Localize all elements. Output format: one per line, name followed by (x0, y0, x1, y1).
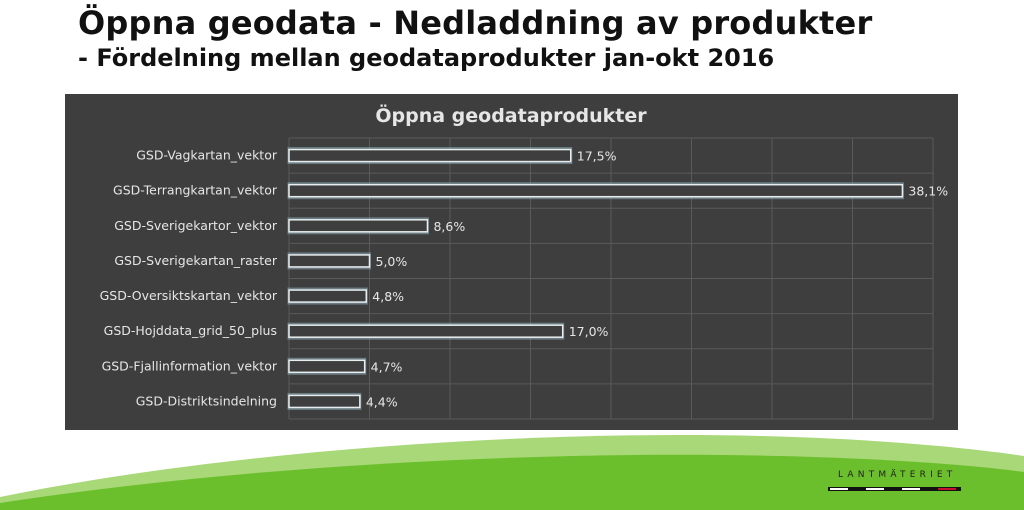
slide-title: Öppna geodata - Nedladdning av produkter (78, 4, 873, 42)
bar (288, 183, 904, 198)
lantmateriet-logo: LANTMÄTERIET (828, 470, 963, 498)
bar (288, 254, 371, 268)
data-label: 5,0% (376, 254, 408, 269)
logo-ruler (828, 487, 961, 491)
chart-title: Öppna geodataprodukter (375, 103, 647, 127)
data-label: 4,8% (372, 289, 404, 304)
bar (288, 394, 361, 409)
data-label: 17,5% (577, 149, 617, 164)
category-label: GSD-Distriktsindelning (136, 393, 277, 408)
bar (288, 219, 429, 233)
bar (288, 289, 368, 303)
data-label: 4,7% (371, 359, 403, 374)
category-label: GSD-Terrangkartan_vektor (113, 183, 278, 198)
bar (288, 148, 572, 163)
category-label: GSD-Hojddata_grid_50_plus (104, 323, 277, 338)
bar-chart: Öppna geodataprodukter GSD-Vagkartan_vek… (100, 103, 948, 420)
category-label: GSD-Sverigekartan_raster (114, 253, 277, 268)
bar (288, 324, 564, 338)
category-label: GSD-Oversiktskartan_vektor (100, 288, 278, 303)
data-label: 8,6% (433, 219, 465, 234)
data-label: 38,1% (908, 184, 948, 199)
data-label: 4,4% (366, 394, 398, 409)
data-label: 17,0% (569, 324, 609, 339)
logo-text: LANTMÄTERIET (838, 470, 957, 480)
dark-wave (0, 454, 1024, 510)
category-label: GSD-Vagkartan_vektor (136, 148, 278, 163)
chart-panel: Öppna geodataprodukter GSD-Vagkartan_vek… (65, 94, 958, 430)
category-label: GSD-Fjallinformation_vektor (102, 358, 278, 373)
slide-subtitle: - Fördelning mellan geodataprodukter jan… (78, 44, 775, 72)
category-label: GSD-Sverigekartor_vektor (114, 218, 278, 233)
bar (288, 359, 366, 374)
